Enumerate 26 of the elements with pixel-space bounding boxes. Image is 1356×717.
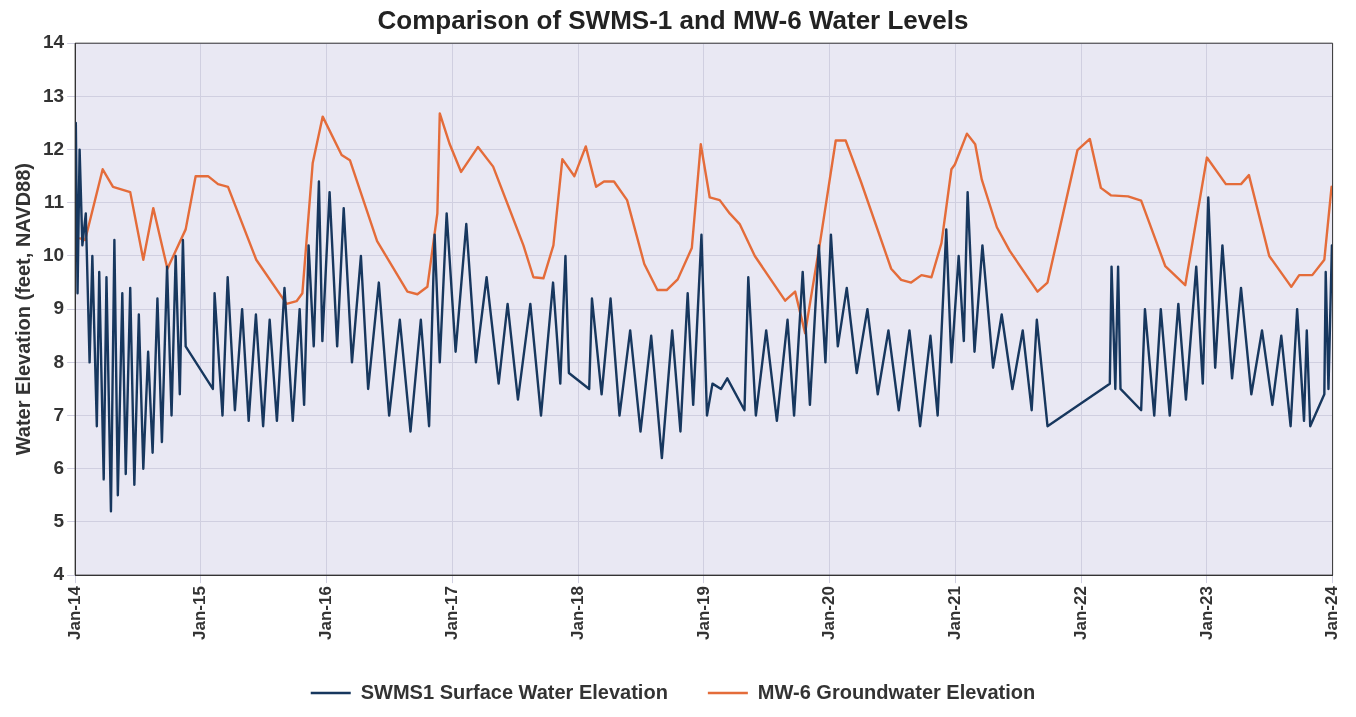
x-tick-label: Jan-24	[1322, 585, 1342, 641]
x-tick-label: Jan-22	[1070, 586, 1090, 641]
y-tick-label: 14	[42, 31, 65, 53]
x-tick-label: Jan-14	[64, 585, 84, 641]
y-tick-label: 6	[53, 456, 65, 478]
y-tick-label: 4	[53, 563, 65, 585]
x-tick-label: Jan-18	[567, 586, 587, 641]
x-tick-label: Jan-23	[1196, 586, 1216, 641]
x-tick-label: Jan-21	[945, 586, 965, 641]
y-tick-label: 5	[53, 510, 65, 532]
y-tick-label: 13	[42, 84, 65, 106]
y-tick-label: 7	[53, 403, 65, 425]
y-axis-title: Water Elevation (feet, NAVD88)	[11, 163, 34, 456]
x-tick-label: Jan-20	[819, 586, 839, 641]
x-tick-label: Jan-15	[190, 586, 210, 641]
y-tick-label: 11	[44, 191, 65, 213]
y-tick-label: 10	[42, 244, 65, 266]
y-tick-label: 12	[42, 137, 65, 159]
legend-label: MW-6 Groundwater Elevation	[757, 680, 1036, 703]
chart-title: Comparison of SWMS-1 and MW-6 Water Levels	[377, 4, 969, 35]
y-tick-label: 8	[53, 350, 65, 372]
x-tick-label: Jan-17	[442, 586, 462, 641]
y-tick-label: 9	[53, 297, 65, 319]
legend-label: SWMS1 Surface Water Elevation	[360, 680, 668, 703]
x-tick-label: Jan-16	[316, 586, 336, 641]
x-tick-label: Jan-19	[693, 586, 713, 641]
